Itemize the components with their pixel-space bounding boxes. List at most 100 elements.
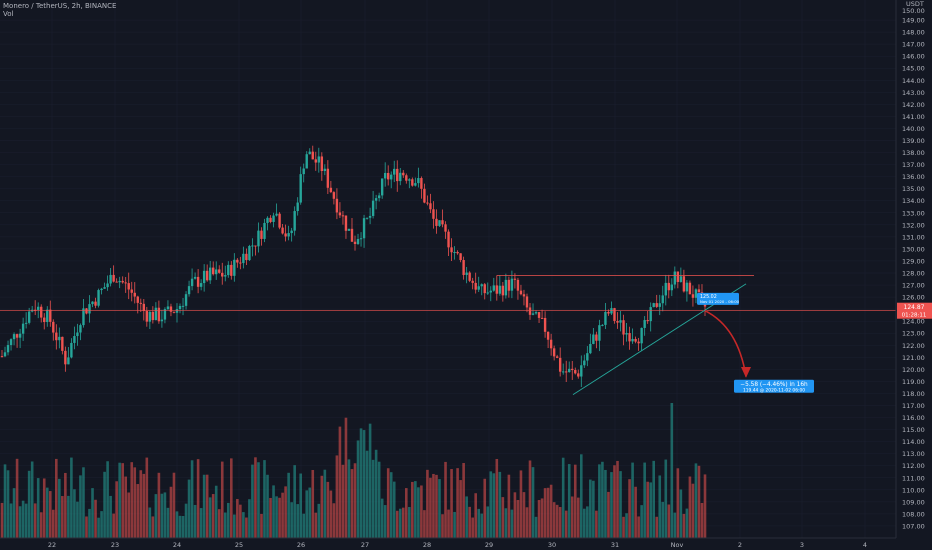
candle-body xyxy=(362,218,366,239)
time-tick-label: 27 xyxy=(361,541,369,549)
candle-body xyxy=(184,294,188,306)
volume-bar xyxy=(42,478,46,538)
candle-body xyxy=(242,253,245,264)
price-tick-label: 149.00 xyxy=(902,17,925,25)
candle-body xyxy=(88,304,91,314)
candle-body xyxy=(380,178,384,196)
candle-body xyxy=(441,220,444,225)
volume-bar xyxy=(643,462,646,538)
volume-bar xyxy=(661,501,665,538)
time-axis[interactable]: 22 23 24 25 26 27 28 29 30 31 Nov 2 3 4 xyxy=(48,541,867,549)
candle-body xyxy=(625,333,628,335)
candle-body xyxy=(697,289,701,293)
volume-bar xyxy=(287,472,290,538)
volume-bar xyxy=(685,508,689,538)
volume-bar xyxy=(64,472,67,538)
volume-bar xyxy=(45,487,49,538)
volume-bar xyxy=(341,464,345,538)
price-tick-label: 112.00 xyxy=(902,462,925,470)
candle-body xyxy=(474,282,477,290)
volume-bar xyxy=(522,492,526,538)
volume-bar xyxy=(55,458,58,538)
candle-body xyxy=(139,302,142,304)
candle-body xyxy=(561,371,565,373)
candle-body xyxy=(169,306,173,312)
volume-bar xyxy=(652,460,656,538)
candle-body xyxy=(205,270,209,281)
candle-body xyxy=(202,270,206,284)
candle-body xyxy=(655,303,658,307)
candle-body xyxy=(133,292,136,297)
volume-bar xyxy=(226,502,230,538)
price-tick-label: 147.00 xyxy=(902,41,925,49)
candle-body xyxy=(374,198,378,201)
price-axis[interactable]: 107.00 108.00 109.00 110.00 111.00 112.00 113.… xyxy=(902,0,925,530)
volume-bar xyxy=(217,509,221,538)
candle-body xyxy=(196,276,200,287)
volume-bar xyxy=(3,464,7,538)
current-price-badge xyxy=(897,302,932,319)
volume-bar xyxy=(438,479,441,538)
volume-bar xyxy=(519,470,523,538)
price-tick-label: 123.00 xyxy=(902,330,925,338)
price-tick-label: 114.00 xyxy=(902,438,925,446)
candle-body xyxy=(601,324,604,326)
candle-body xyxy=(426,202,429,204)
volume-bar xyxy=(583,508,586,538)
candle-body xyxy=(100,288,103,291)
candle-body xyxy=(483,284,486,294)
candle-body xyxy=(239,262,242,264)
volume-bar xyxy=(383,505,387,538)
volume-bar xyxy=(296,504,299,538)
volume-bar xyxy=(507,474,511,538)
candle-body xyxy=(317,156,321,163)
volume-bar xyxy=(417,487,420,538)
candle-body xyxy=(459,253,462,261)
volume-bar xyxy=(127,492,131,538)
candle-body xyxy=(52,321,55,333)
volume-bar xyxy=(178,515,182,538)
candle-body xyxy=(390,174,393,180)
volume-bar xyxy=(474,493,477,538)
candle-body xyxy=(516,279,520,291)
candle-body xyxy=(528,307,532,315)
volume-bar xyxy=(124,476,128,538)
volume-bar xyxy=(516,499,520,538)
candle-body xyxy=(691,294,695,298)
volume-bar xyxy=(703,474,707,538)
volume-bar xyxy=(353,463,357,538)
candle-body xyxy=(453,251,456,253)
volume-bar xyxy=(543,488,547,538)
volume-bar xyxy=(76,501,79,538)
volume-bar xyxy=(450,469,453,538)
volume-bar xyxy=(290,502,293,538)
volume-bar xyxy=(181,515,185,538)
volume-bar xyxy=(148,507,152,538)
volume-bar xyxy=(82,467,85,538)
candle-body xyxy=(522,294,526,297)
volume-bar xyxy=(320,475,324,538)
volume-bar xyxy=(552,502,556,538)
candle-body xyxy=(0,356,4,358)
candle-body xyxy=(399,172,402,182)
volume-bar xyxy=(21,500,25,538)
candle-body xyxy=(335,198,339,213)
price-tick-label: 135.00 xyxy=(902,185,925,193)
candle-body xyxy=(187,286,191,295)
candle-body xyxy=(299,174,302,203)
volume-bar xyxy=(679,489,683,538)
volume-bar xyxy=(564,510,568,538)
volume-bar xyxy=(220,461,224,538)
candle-body xyxy=(652,303,655,308)
volume-bar xyxy=(136,484,140,538)
candle-body xyxy=(305,154,308,169)
candle-body xyxy=(465,272,468,275)
candles[interactable] xyxy=(0,145,707,388)
drawing-overlays[interactable] xyxy=(0,275,896,396)
candle-body xyxy=(471,280,474,283)
candle-body xyxy=(595,334,598,341)
volume-bar xyxy=(688,476,692,538)
candle-body xyxy=(513,278,517,280)
candle-body xyxy=(33,309,37,311)
